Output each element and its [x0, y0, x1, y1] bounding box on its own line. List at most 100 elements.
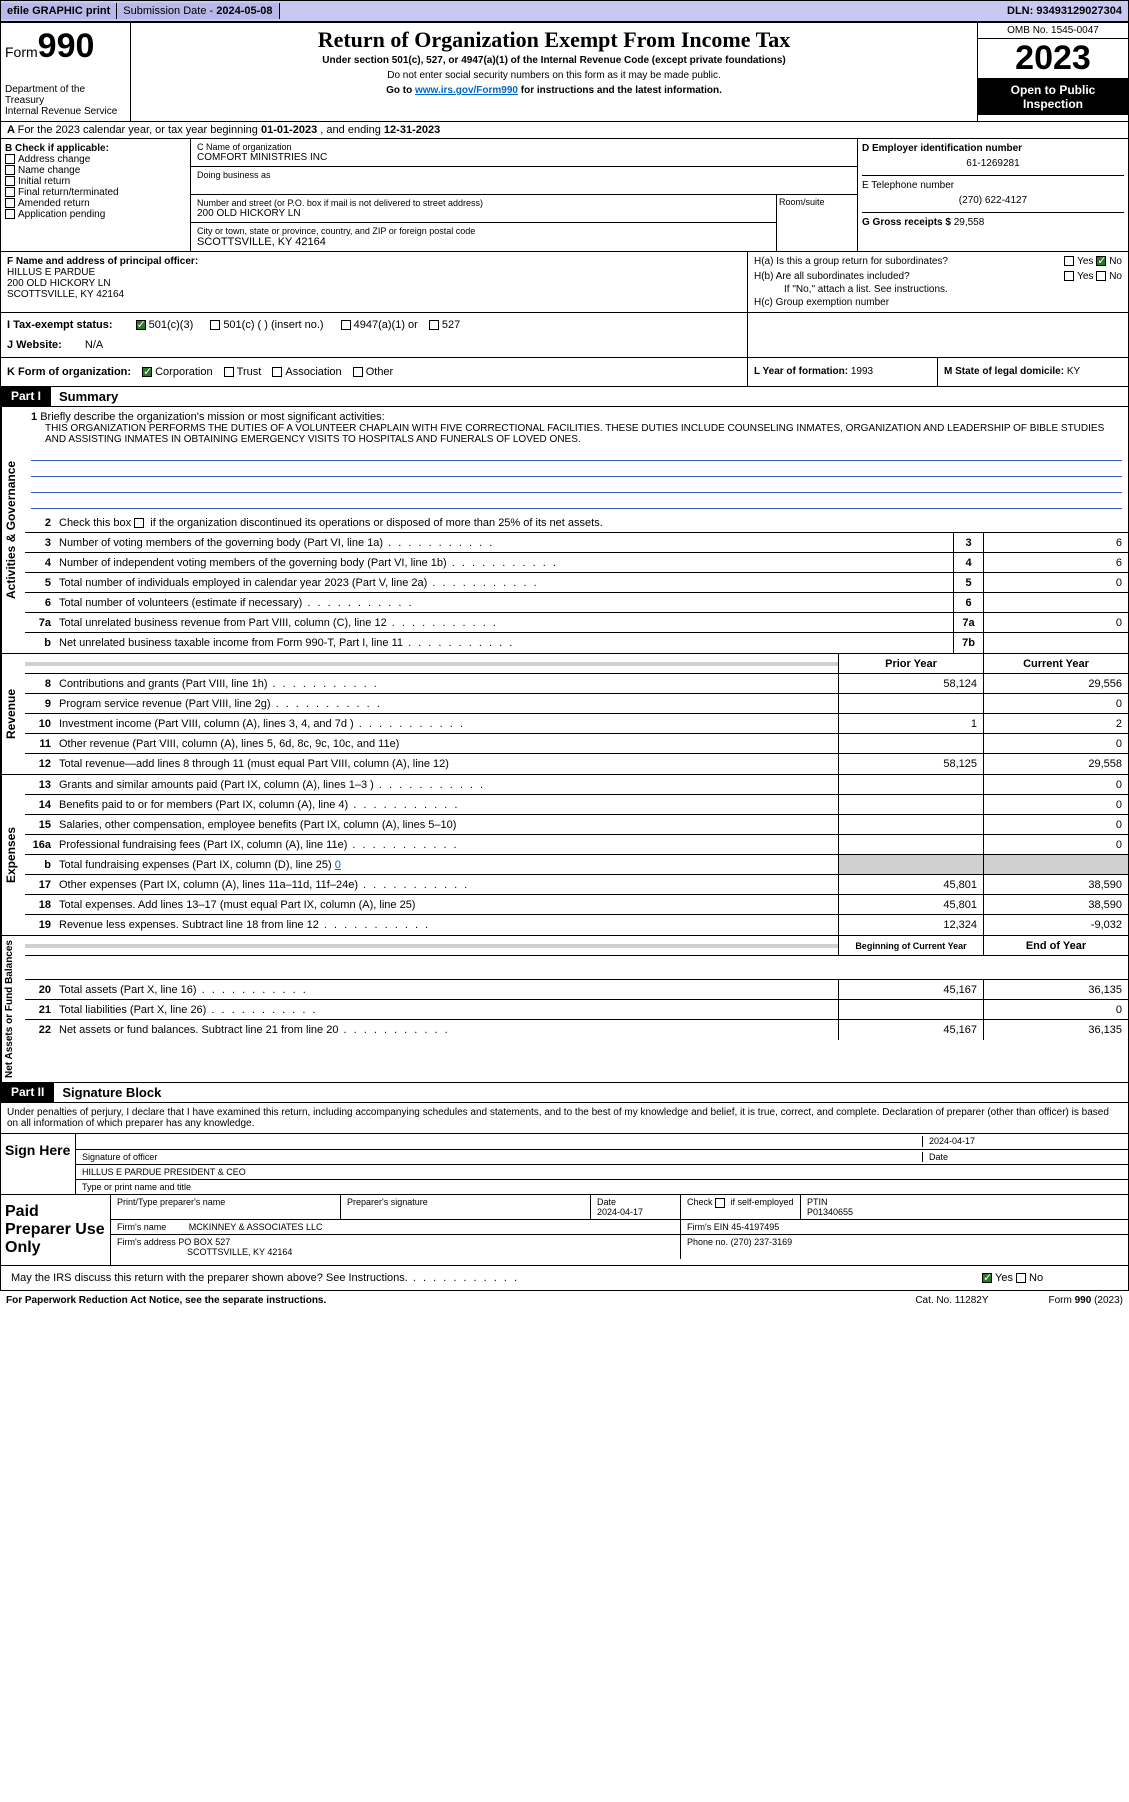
subtitle-1: Under section 501(c), 527, or 4947(a)(1)…	[135, 55, 973, 66]
section-bcd: B Check if applicable: Address change Na…	[1, 139, 1128, 252]
prior-12: 58,125	[838, 754, 983, 774]
end-22: 36,135	[983, 1020, 1128, 1040]
curr-8: 29,556	[983, 674, 1128, 693]
sign-here-row: Sign Here 2024-04-17 Signature of office…	[1, 1134, 1128, 1195]
revenue-section: Revenue Prior YearCurrent Year 8Contribu…	[1, 654, 1128, 775]
chk-address[interactable]	[5, 154, 15, 164]
chk-501c3[interactable]	[136, 320, 146, 330]
instructions-link[interactable]: www.irs.gov/Form990	[415, 85, 518, 96]
curr-18: 38,590	[983, 895, 1128, 914]
part2-header: Part II Signature Block	[1, 1083, 1128, 1103]
begin-20: 45,167	[838, 980, 983, 999]
val-6	[983, 593, 1128, 612]
website-value: N/A	[85, 339, 103, 351]
chk-ha-yes[interactable]	[1064, 256, 1074, 266]
firm-addr1: PO BOX 527	[178, 1237, 230, 1247]
chk-other[interactable]	[353, 367, 363, 377]
firm-addr2: SCOTTSVILLE, KY 42164	[187, 1247, 292, 1257]
omb-number: OMB No. 1545-0047	[978, 23, 1128, 39]
form-header: Form990 Department of the Treasury Inter…	[1, 23, 1128, 122]
chk-501c[interactable]	[210, 320, 220, 330]
top-bar: efile GRAPHIC print Submission Date - 20…	[0, 0, 1129, 22]
chk-4947[interactable]	[341, 320, 351, 330]
perjury-text: Under penalties of perjury, I declare th…	[1, 1103, 1128, 1134]
ein: 61-1269281	[862, 158, 1124, 169]
prior-18: 45,801	[838, 895, 983, 914]
chk-self-employed[interactable]	[715, 1198, 725, 1208]
room-suite-label: Room/suite	[777, 195, 857, 251]
header-mid: Return of Organization Exempt From Incom…	[131, 23, 978, 121]
open-inspection: Open to Public Inspection	[978, 79, 1128, 115]
section-b: B Check if applicable: Address change Na…	[1, 139, 191, 251]
chk-assoc[interactable]	[272, 367, 282, 377]
firm-name: MCKINNEY & ASSOCIATES LLC	[189, 1222, 323, 1232]
curr-14: 0	[983, 795, 1128, 814]
chk-corp[interactable]	[142, 367, 152, 377]
dln-cell: DLN: 93493129027304	[1001, 3, 1128, 19]
section-c: C Name of organizationCOMFORT MINISTRIES…	[191, 139, 858, 251]
firm-phone: (270) 237-3169	[731, 1237, 793, 1247]
chk-ha-no[interactable]	[1096, 256, 1106, 266]
val-7b	[983, 633, 1128, 653]
preparer-date: 2024-04-17	[597, 1207, 674, 1217]
prior-8: 58,124	[838, 674, 983, 693]
chk-527[interactable]	[429, 320, 439, 330]
page-footer: For Paperwork Reduction Act Notice, see …	[0, 1291, 1129, 1310]
chk-final[interactable]	[5, 187, 15, 197]
subtitle-2: Do not enter social security numbers on …	[135, 70, 973, 81]
chk-pending[interactable]	[5, 209, 15, 219]
chk-discontinue[interactable]	[134, 518, 144, 528]
gross-receipts: 29,558	[954, 217, 985, 228]
prior-17: 45,801	[838, 875, 983, 894]
governance-section: Activities & Governance 1 Briefly descri…	[1, 407, 1128, 654]
paid-preparer-label: Paid Preparer Use Only	[1, 1195, 111, 1265]
curr-9: 0	[983, 694, 1128, 713]
irs-label: Internal Revenue Service	[5, 106, 126, 117]
chk-trust[interactable]	[224, 367, 234, 377]
val-4: 6	[983, 553, 1128, 572]
paid-preparer-row: Paid Preparer Use Only Print/Type prepar…	[1, 1195, 1128, 1266]
section-a: A For the 2023 calendar year, or tax yea…	[1, 122, 1128, 139]
org-name: COMFORT MINISTRIES INC	[197, 152, 851, 163]
form-title: Return of Organization Exempt From Incom…	[135, 27, 973, 53]
chk-initial[interactable]	[5, 176, 15, 186]
form-footer: Form 990 (2023)	[1049, 1295, 1123, 1306]
subdate-cell: Submission Date - 2024-05-08	[117, 3, 279, 19]
governance-tab: Activities & Governance	[1, 407, 25, 653]
curr-19: -9,032	[983, 915, 1128, 935]
chk-hb-yes[interactable]	[1064, 271, 1074, 281]
curr-13: 0	[983, 775, 1128, 794]
begin-22: 45,167	[838, 1020, 983, 1040]
section-f: F Name and address of principal officer:…	[1, 252, 748, 312]
chk-hb-no[interactable]	[1096, 271, 1106, 281]
expenses-section: Expenses 13Grants and similar amounts pa…	[1, 775, 1128, 936]
section-i: I Tax-exempt status: 501(c)(3) 501(c) ( …	[7, 319, 741, 331]
curr-16a: 0	[983, 835, 1128, 854]
chk-discuss-no[interactable]	[1016, 1273, 1026, 1283]
curr-10: 2	[983, 714, 1128, 733]
discuss-row: May the IRS discuss this return with the…	[1, 1266, 1128, 1290]
chk-name[interactable]	[5, 165, 15, 175]
chk-amended[interactable]	[5, 198, 15, 208]
curr-11: 0	[983, 734, 1128, 753]
cat-no: Cat. No. 11282Y	[915, 1295, 988, 1306]
mission-text: THIS ORGANIZATION PERFORMS THE DUTIES OF…	[45, 423, 1122, 445]
ptin: P01340655	[807, 1207, 1122, 1217]
efile-label: efile GRAPHIC print	[1, 3, 117, 19]
prior-10: 1	[838, 714, 983, 733]
revenue-tab: Revenue	[1, 654, 25, 774]
part1-header: Part I Summary	[1, 387, 1128, 407]
val-5: 0	[983, 573, 1128, 592]
val-7a: 0	[983, 613, 1128, 632]
chk-discuss-yes[interactable]	[982, 1273, 992, 1283]
curr-12: 29,558	[983, 754, 1128, 774]
section-h: H(a) Is this a group return for subordin…	[748, 252, 1128, 312]
section-m: M State of legal domicile: KY	[938, 358, 1128, 386]
section-j: J Website: N/A	[7, 339, 741, 351]
tax-year: 2023	[978, 39, 1128, 79]
pra-notice: For Paperwork Reduction Act Notice, see …	[6, 1295, 326, 1306]
header-left: Form990 Department of the Treasury Inter…	[1, 23, 131, 121]
netassets-section: Net Assets or Fund Balances Beginning of…	[1, 936, 1128, 1083]
org-city: SCOTTSVILLE, KY 42164	[197, 236, 770, 248]
fundraising-link[interactable]: 0	[335, 859, 341, 871]
